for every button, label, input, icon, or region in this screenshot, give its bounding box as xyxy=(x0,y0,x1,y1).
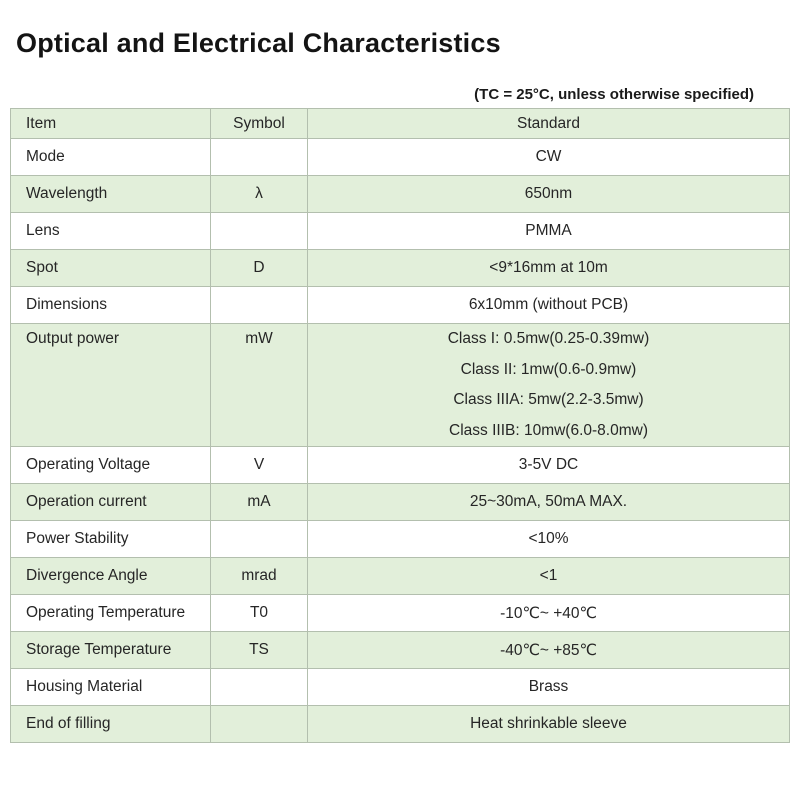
item-cell: Operation current xyxy=(10,483,211,521)
symbol-cell: T0 xyxy=(210,594,308,632)
symbol-cell xyxy=(210,520,308,558)
standard-line: 3-5V DC xyxy=(518,456,579,473)
table-row: End of filling Heat shrinkable sleeve xyxy=(10,705,790,743)
symbol-cell xyxy=(210,286,308,324)
symbol-cell: λ xyxy=(210,175,308,213)
standard-cell: <10% xyxy=(307,520,790,558)
table-row: Operating Temperature T0 -10℃~ +40℃ xyxy=(10,594,790,632)
item-cell: Mode xyxy=(10,138,211,176)
standard-line: -10℃~ +40℃ xyxy=(500,604,597,622)
spec-table: Item Symbol Standard Mode CW Wavelength λ 65… xyxy=(10,108,790,743)
standard-cell: 3-5V DC xyxy=(307,446,790,484)
table-row: Lens PMMA xyxy=(10,212,790,250)
standard-cell: PMMA xyxy=(307,212,790,250)
item-cell: Lens xyxy=(10,212,211,250)
item-cell: Wavelength xyxy=(10,175,211,213)
standard-line: Class II: 1mw(0.6-0.9mw) xyxy=(460,360,637,378)
standard-cell: -40℃~ +85℃ xyxy=(307,631,790,669)
standard-line: 650nm xyxy=(524,185,573,202)
standard-line: -40℃~ +85℃ xyxy=(500,641,597,659)
item-cell: Output power xyxy=(10,323,211,447)
standard-cell: Heat shrinkable sleeve xyxy=(307,705,790,743)
standard-cell: 650nm xyxy=(307,175,790,213)
table-row: Dimensions 6x10mm (without PCB) xyxy=(10,286,790,324)
standard-line: Brass xyxy=(528,678,569,695)
standard-cell: Brass xyxy=(307,668,790,706)
standard-cell: CW xyxy=(307,138,790,176)
symbol-cell: V xyxy=(210,446,308,484)
standard-line: <9*16mm at 10m xyxy=(489,259,608,276)
standard-line: CW xyxy=(535,148,562,165)
symbol-cell xyxy=(210,668,308,706)
item-cell: End of filling xyxy=(10,705,211,743)
item-cell: Storage Temperature xyxy=(10,631,211,669)
table-row: Wavelength λ 650nm xyxy=(10,175,790,213)
item-cell: Operating Voltage xyxy=(10,446,211,484)
standard-cell: -10℃~ +40℃ xyxy=(307,594,790,632)
standard-line: 25~30mA, 50mA MAX. xyxy=(469,493,628,510)
standard-line: Heat shrinkable sleeve xyxy=(470,715,627,732)
standard-line: <10% xyxy=(528,530,569,547)
standard-line: Class IIIA: 5mw(2.2-3.5mw) xyxy=(453,391,644,408)
spec-table-body: Mode CW Wavelength λ 650nm Lens PMMA Spot D <9*16… xyxy=(10,138,790,743)
symbol-cell xyxy=(210,138,308,176)
table-row: Mode CW xyxy=(10,138,790,176)
page-title: Optical and Electrical Characteristics xyxy=(16,28,501,58)
item-cell: Dimensions xyxy=(10,286,211,324)
item-cell: Operating Temperature xyxy=(10,594,211,632)
table-row: Output power mW Class I: 0.5mw(0.25-0.39mw… xyxy=(10,323,790,447)
table-row: Divergence Angle mrad <1 xyxy=(10,557,790,595)
item-cell: Housing Material xyxy=(10,668,211,706)
symbol-cell: mW xyxy=(210,323,308,447)
table-row: Operation current mA 25~30mA, 50mA MAX. xyxy=(10,483,790,521)
standard-line: Class IIIB: 10mw(6.0-8.0mw) xyxy=(449,421,648,439)
table-row: Storage Temperature TS -40℃~ +85℃ xyxy=(10,631,790,669)
symbol-cell: mA xyxy=(210,483,308,521)
table-row: Power Stability <10% xyxy=(10,520,790,558)
standard-line: 6x10mm (without PCB) xyxy=(468,296,629,313)
item-cell: Spot xyxy=(10,249,211,287)
standard-line: PMMA xyxy=(525,222,572,239)
symbol-cell xyxy=(210,212,308,250)
standard-cell: Class I: 0.5mw(0.25-0.39mw) Class II: 1mw… xyxy=(307,323,790,447)
symbol-cell: TS xyxy=(210,631,308,669)
symbol-cell xyxy=(210,705,308,743)
item-cell: Divergence Angle xyxy=(10,557,211,595)
header-standard: Standard xyxy=(307,108,790,139)
header-row: Item Symbol Standard xyxy=(10,108,790,139)
standard-cell: <9*16mm at 10m xyxy=(307,249,790,287)
standard-cell: <1 xyxy=(307,557,790,595)
table-row: Operating Voltage V 3-5V DC xyxy=(10,446,790,484)
standard-line: Class I: 0.5mw(0.25-0.39mw) xyxy=(447,330,650,347)
standard-cell: 6x10mm (without PCB) xyxy=(307,286,790,324)
header-symbol: Symbol xyxy=(210,108,308,139)
standard-cell: 25~30mA, 50mA MAX. xyxy=(307,483,790,521)
item-cell: Power Stability xyxy=(10,520,211,558)
standard-line: <1 xyxy=(539,567,558,584)
spec-note: (TC = 25°C, unless otherwise specified) xyxy=(474,86,754,103)
symbol-cell: mrad xyxy=(210,557,308,595)
symbol-cell: D xyxy=(210,249,308,287)
table-row: Spot D <9*16mm at 10m xyxy=(10,249,790,287)
table-row: Housing Material Brass xyxy=(10,668,790,706)
header-item: Item xyxy=(10,108,211,139)
